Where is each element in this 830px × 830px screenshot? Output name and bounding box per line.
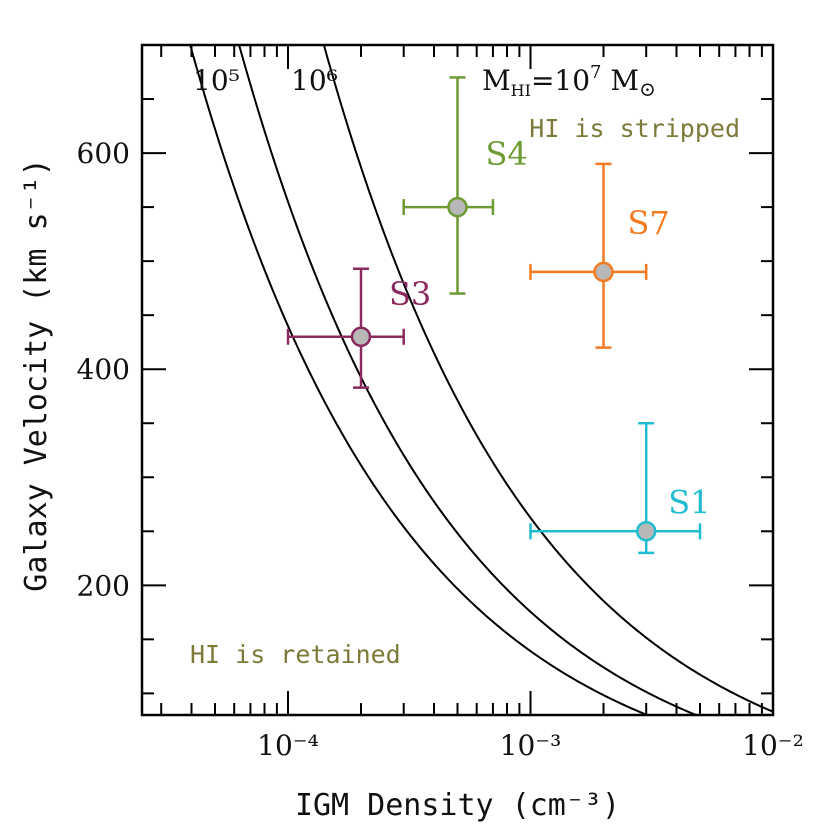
curve-label-1e6: 10⁶ bbox=[291, 64, 338, 97]
curve-1e6 bbox=[238, 45, 699, 715]
x-tick-label: 10⁻² bbox=[742, 729, 804, 762]
plot-frame bbox=[140, 43, 775, 717]
x-tick-label: 10⁻⁴ bbox=[257, 729, 319, 762]
point-S3: S3 bbox=[286, 267, 431, 389]
y-tick-label: 600 bbox=[77, 137, 130, 170]
theory-curves bbox=[189, 45, 773, 715]
data-points: S1 S3 S4 S7 bbox=[286, 76, 710, 555]
curve-1e7 bbox=[322, 45, 773, 713]
annotation-retained: HI is retained bbox=[190, 640, 401, 669]
marker bbox=[447, 196, 468, 218]
y-axis-label: Galaxy Velocity (km s⁻¹) bbox=[19, 158, 54, 591]
y-tick-label: 400 bbox=[77, 353, 130, 386]
point-S7: S7 bbox=[529, 162, 670, 349]
chart-labels: IGM Density (cm⁻³) Galaxy Velocity (km s… bbox=[19, 62, 804, 823]
x-tick-label: 10⁻³ bbox=[500, 729, 562, 762]
y-tick-label: 200 bbox=[77, 569, 130, 602]
x-axis-label: IGM Density (cm⁻³) bbox=[295, 788, 620, 823]
point-label: S1 bbox=[668, 483, 710, 521]
marker bbox=[593, 261, 614, 283]
point-label: S4 bbox=[486, 135, 528, 173]
curve-1e5 bbox=[189, 45, 650, 715]
point-label: S3 bbox=[389, 275, 431, 313]
point-S1: S1 bbox=[529, 421, 710, 555]
annotation-stripped: HI is stripped bbox=[529, 114, 740, 143]
point-S4: S4 bbox=[402, 76, 528, 295]
curve-label-1e5: 10⁵ bbox=[193, 64, 240, 97]
marker bbox=[350, 326, 372, 348]
marker bbox=[635, 521, 657, 542]
point-label: S7 bbox=[627, 204, 669, 242]
curve-label-1e7: MHI=107 M⊙ bbox=[482, 62, 656, 101]
